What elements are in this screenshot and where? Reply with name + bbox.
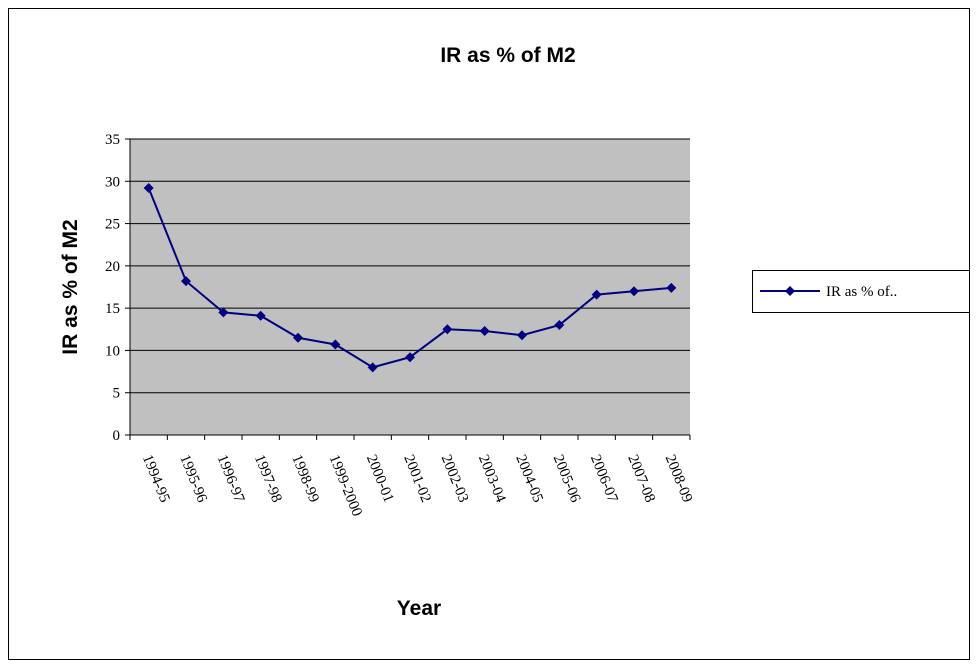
legend-marker — [785, 286, 795, 296]
y-tick-label: 35 — [105, 132, 120, 148]
y-tick-label: 30 — [105, 174, 120, 190]
chart-title: IR as % of M2 — [440, 44, 575, 67]
data-point — [181, 276, 191, 287]
data-point — [218, 307, 229, 318]
y-tick-label: 25 — [105, 217, 120, 233]
y-axis-title: IR as % of M2 — [59, 219, 82, 354]
y-tick-label: 0 — [113, 428, 121, 444]
data-point — [405, 352, 415, 363]
data-point — [255, 310, 266, 321]
data-point — [629, 286, 639, 297]
data-point — [666, 282, 677, 293]
legend-label: IR as % of.. — [826, 284, 897, 300]
data-point — [367, 362, 378, 373]
data-point — [293, 332, 303, 343]
x-axis-title: Year — [397, 597, 441, 620]
data-point — [517, 330, 527, 341]
data-point — [479, 325, 490, 336]
data-point — [554, 320, 565, 331]
data-point — [591, 289, 602, 300]
y-tick-label: 20 — [105, 259, 120, 275]
y-tick-label: 10 — [105, 343, 120, 359]
data-point — [330, 339, 341, 350]
data-point — [442, 324, 453, 335]
data-point — [143, 183, 154, 194]
plot-background — [130, 139, 690, 435]
legend: IR as % of.. — [752, 270, 970, 313]
y-tick-label: 5 — [113, 386, 121, 402]
y-tick-label: 15 — [105, 301, 120, 317]
